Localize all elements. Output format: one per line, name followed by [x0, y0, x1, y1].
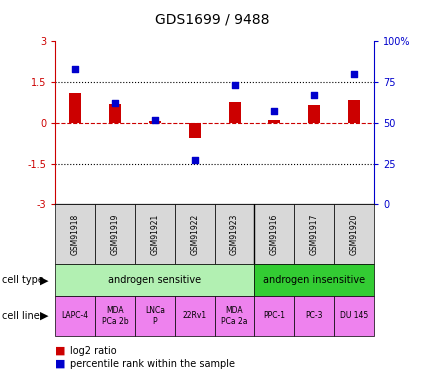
- Text: cell line: cell line: [2, 311, 40, 321]
- Bar: [348, 100, 360, 123]
- Text: LNCa
P: LNCa P: [145, 306, 165, 326]
- Bar: [294, 204, 334, 264]
- Bar: [269, 120, 281, 123]
- Text: GSM91920: GSM91920: [350, 214, 359, 255]
- Text: GSM91921: GSM91921: [150, 214, 159, 255]
- Text: ■: ■: [55, 359, 66, 369]
- Point: [72, 66, 79, 72]
- Point: [271, 108, 278, 114]
- Point: [311, 92, 317, 98]
- Text: ■: ■: [55, 346, 66, 355]
- Bar: [255, 204, 294, 264]
- Point: [191, 158, 198, 164]
- Text: GSM91923: GSM91923: [230, 214, 239, 255]
- Point: [351, 71, 357, 77]
- Bar: [69, 93, 81, 123]
- Text: percentile rank within the sample: percentile rank within the sample: [70, 359, 235, 369]
- Bar: [135, 204, 175, 264]
- Text: GDS1699 / 9488: GDS1699 / 9488: [155, 12, 270, 26]
- Text: cell type: cell type: [2, 275, 44, 285]
- Text: androgen insensitive: androgen insensitive: [263, 275, 366, 285]
- Bar: [255, 264, 374, 296]
- Point: [151, 117, 158, 123]
- Bar: [229, 102, 241, 123]
- Bar: [215, 204, 255, 264]
- Text: ▶: ▶: [40, 275, 49, 285]
- Text: DU 145: DU 145: [340, 311, 368, 320]
- Text: GSM91917: GSM91917: [310, 214, 319, 255]
- Text: GSM91919: GSM91919: [110, 214, 119, 255]
- Text: 22Rv1: 22Rv1: [183, 311, 207, 320]
- Bar: [189, 123, 201, 138]
- Point: [231, 82, 238, 88]
- Text: ▶: ▶: [40, 311, 49, 321]
- Text: androgen sensitive: androgen sensitive: [108, 275, 201, 285]
- Text: LAPC-4: LAPC-4: [62, 311, 89, 320]
- Point: [112, 100, 119, 106]
- Bar: [109, 104, 121, 123]
- Bar: [95, 204, 135, 264]
- Bar: [294, 296, 334, 336]
- Bar: [55, 204, 95, 264]
- Bar: [255, 296, 294, 336]
- Text: MDA
PCa 2a: MDA PCa 2a: [221, 306, 248, 326]
- Text: PC-3: PC-3: [306, 311, 323, 320]
- Bar: [175, 296, 215, 336]
- Bar: [149, 122, 161, 123]
- Bar: [175, 204, 215, 264]
- Text: PPC-1: PPC-1: [264, 311, 286, 320]
- Bar: [95, 296, 135, 336]
- Text: log2 ratio: log2 ratio: [70, 346, 117, 355]
- Bar: [215, 296, 255, 336]
- Text: GSM91922: GSM91922: [190, 214, 199, 255]
- Text: MDA
PCa 2b: MDA PCa 2b: [102, 306, 128, 326]
- Text: GSM91918: GSM91918: [71, 214, 79, 255]
- Bar: [55, 296, 95, 336]
- Bar: [308, 105, 320, 123]
- Bar: [334, 204, 374, 264]
- Bar: [135, 296, 175, 336]
- Bar: [55, 264, 255, 296]
- Text: GSM91916: GSM91916: [270, 214, 279, 255]
- Bar: [334, 296, 374, 336]
